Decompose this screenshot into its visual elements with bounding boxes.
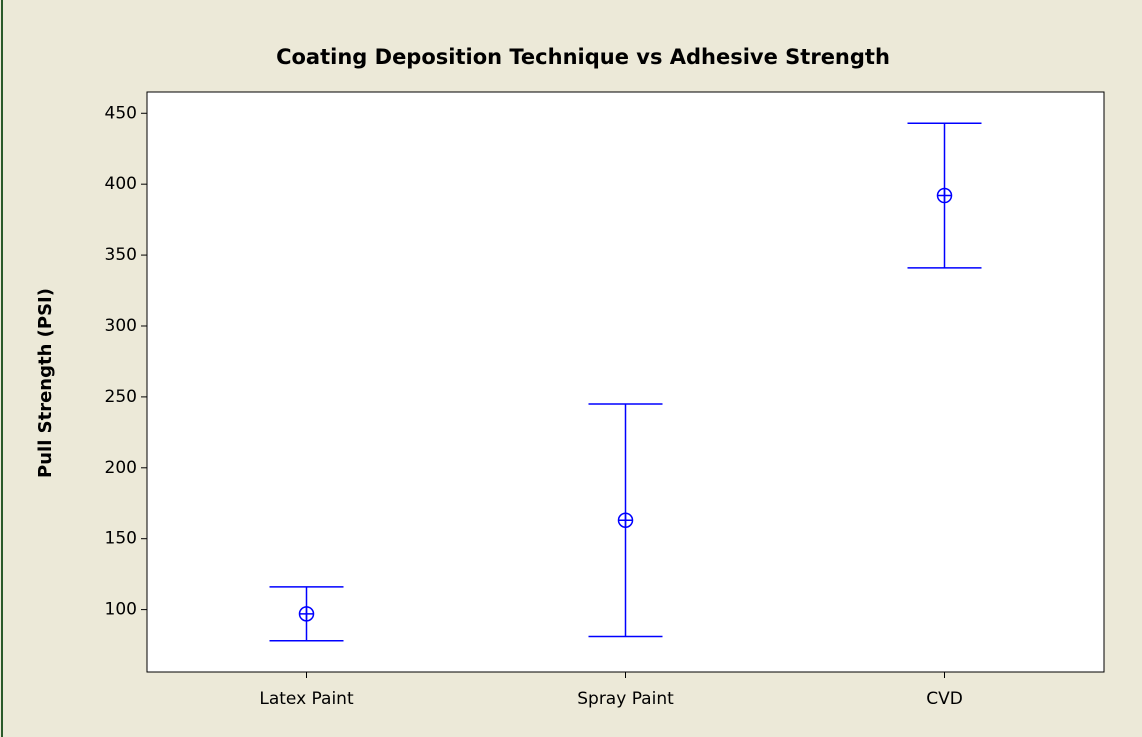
mean-marker xyxy=(298,606,315,622)
x-tick-label: CVD xyxy=(926,689,963,709)
y-tick-label: 150 xyxy=(105,529,137,549)
y-tick-label: 250 xyxy=(105,387,137,407)
mean-marker xyxy=(617,512,634,529)
chart-title: Coating Deposition Technique vs Adhesive… xyxy=(276,45,890,69)
y-tick-label: 300 xyxy=(105,316,137,336)
y-axis-label: Pull Strength (PSI) xyxy=(35,288,56,478)
mean-marker xyxy=(936,187,953,204)
y-tick-label: 450 xyxy=(105,103,137,123)
y-tick-label: 350 xyxy=(105,245,137,265)
x-tick-label: Latex Paint xyxy=(259,689,354,709)
y-tick-label: 200 xyxy=(105,458,137,478)
x-tick-label: Spray Paint xyxy=(577,689,674,709)
y-tick-label: 400 xyxy=(105,174,137,194)
y-tick-label: 100 xyxy=(105,600,137,620)
